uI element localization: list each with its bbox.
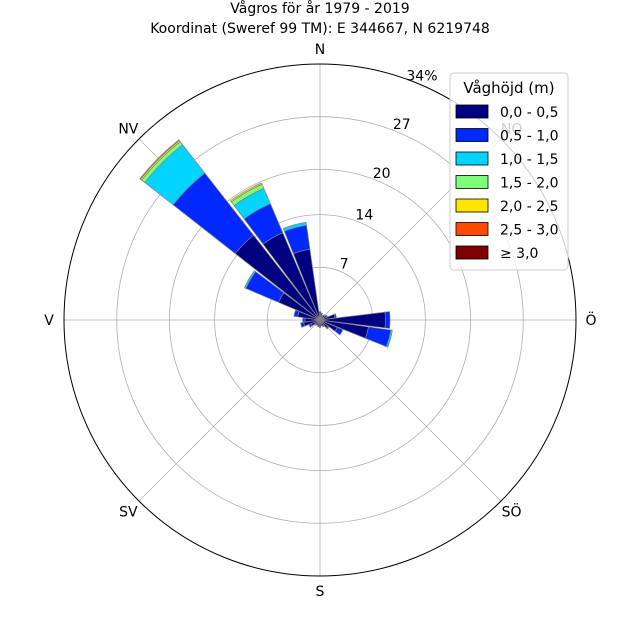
legend-swatch-1 — [455, 128, 489, 142]
direction-label-s: S — [316, 584, 325, 600]
legend-swatch-3 — [455, 175, 489, 189]
legend-label-4: 2,0 - 2,5 — [500, 199, 558, 215]
radial-tick-label-0: 7 — [340, 256, 349, 272]
legend: Våghöjd (m) 0,0 - 0,5 0,5 - 1,0 1,0 - 1,5 1,… — [449, 72, 569, 271]
rose-bar-15-bin-1 — [320, 312, 323, 316]
rose-bar-345-bin-2 — [282, 221, 307, 232]
legend-label-6: ≥ 3,0 — [500, 246, 538, 262]
direction-label-nv: NV — [118, 121, 138, 137]
legend-swatch-5 — [455, 222, 489, 236]
rose-bars — [139, 139, 393, 348]
legend-label-1: 0,5 - 1,0 — [500, 129, 558, 145]
direction-label-sv: SV — [119, 505, 138, 521]
rose-bar-120-bin-1 — [334, 326, 344, 336]
rose-bar-285-bin-1 — [293, 309, 300, 318]
direction-label-n: N — [315, 42, 325, 58]
rose-bar-300-bin-2 — [244, 270, 257, 289]
legend-label-0: 0,0 - 0,5 — [500, 105, 558, 121]
rose-bar-255-bin-1 — [300, 321, 306, 328]
rose-bar-90-bin-1 — [384, 311, 391, 329]
rose-bar-315-bin-5 — [139, 139, 180, 180]
radial-tick-label-4: 34% — [406, 68, 437, 84]
legend-title: Våghöjd (m) — [463, 79, 554, 97]
rose-bar-195-bin-1 — [317, 325, 320, 328]
legend-box — [449, 72, 569, 271]
legend-swatch-0 — [455, 104, 489, 119]
direction-label-sö: SÖ — [502, 503, 522, 521]
rose-bar-105-bin-2 — [385, 329, 393, 348]
outer-ring — [63, 63, 577, 577]
legend-label-3: 1,5 - 2,0 — [500, 176, 558, 192]
rose-bar-150-bin-1 — [322, 324, 326, 328]
direction-label-v: V — [44, 313, 54, 329]
legend-label-2: 1,0 - 1,5 — [500, 152, 558, 168]
radial-tick-label-2: 20 — [373, 166, 391, 182]
rose-bar-180-bin-1 — [318, 326, 322, 328]
chart-title: Vågros för år 1979 - 2019 — [230, 0, 409, 17]
rose-bar-330-bin-4 — [229, 182, 263, 203]
legend-swatch-6 — [455, 245, 489, 260]
grid-spoke-sö — [319, 319, 502, 502]
rose-bar-135-bin-1 — [325, 325, 330, 330]
chart-subtitle: Koordinat (Sweref 99 TM): E 344667, N 62… — [150, 21, 490, 37]
legend-swatch-4 — [455, 198, 489, 213]
radial-tick-label-1: 14 — [355, 208, 373, 224]
legend-swatch-2 — [455, 151, 489, 166]
legend-label-5: 2,5 - 3,0 — [500, 223, 558, 239]
grid-spoke-sv — [138, 319, 321, 502]
direction-label-ö: Ö — [585, 311, 596, 329]
radial-tick-label-3: 27 — [393, 117, 411, 133]
rose-bar-270-bin-1 — [302, 317, 306, 323]
